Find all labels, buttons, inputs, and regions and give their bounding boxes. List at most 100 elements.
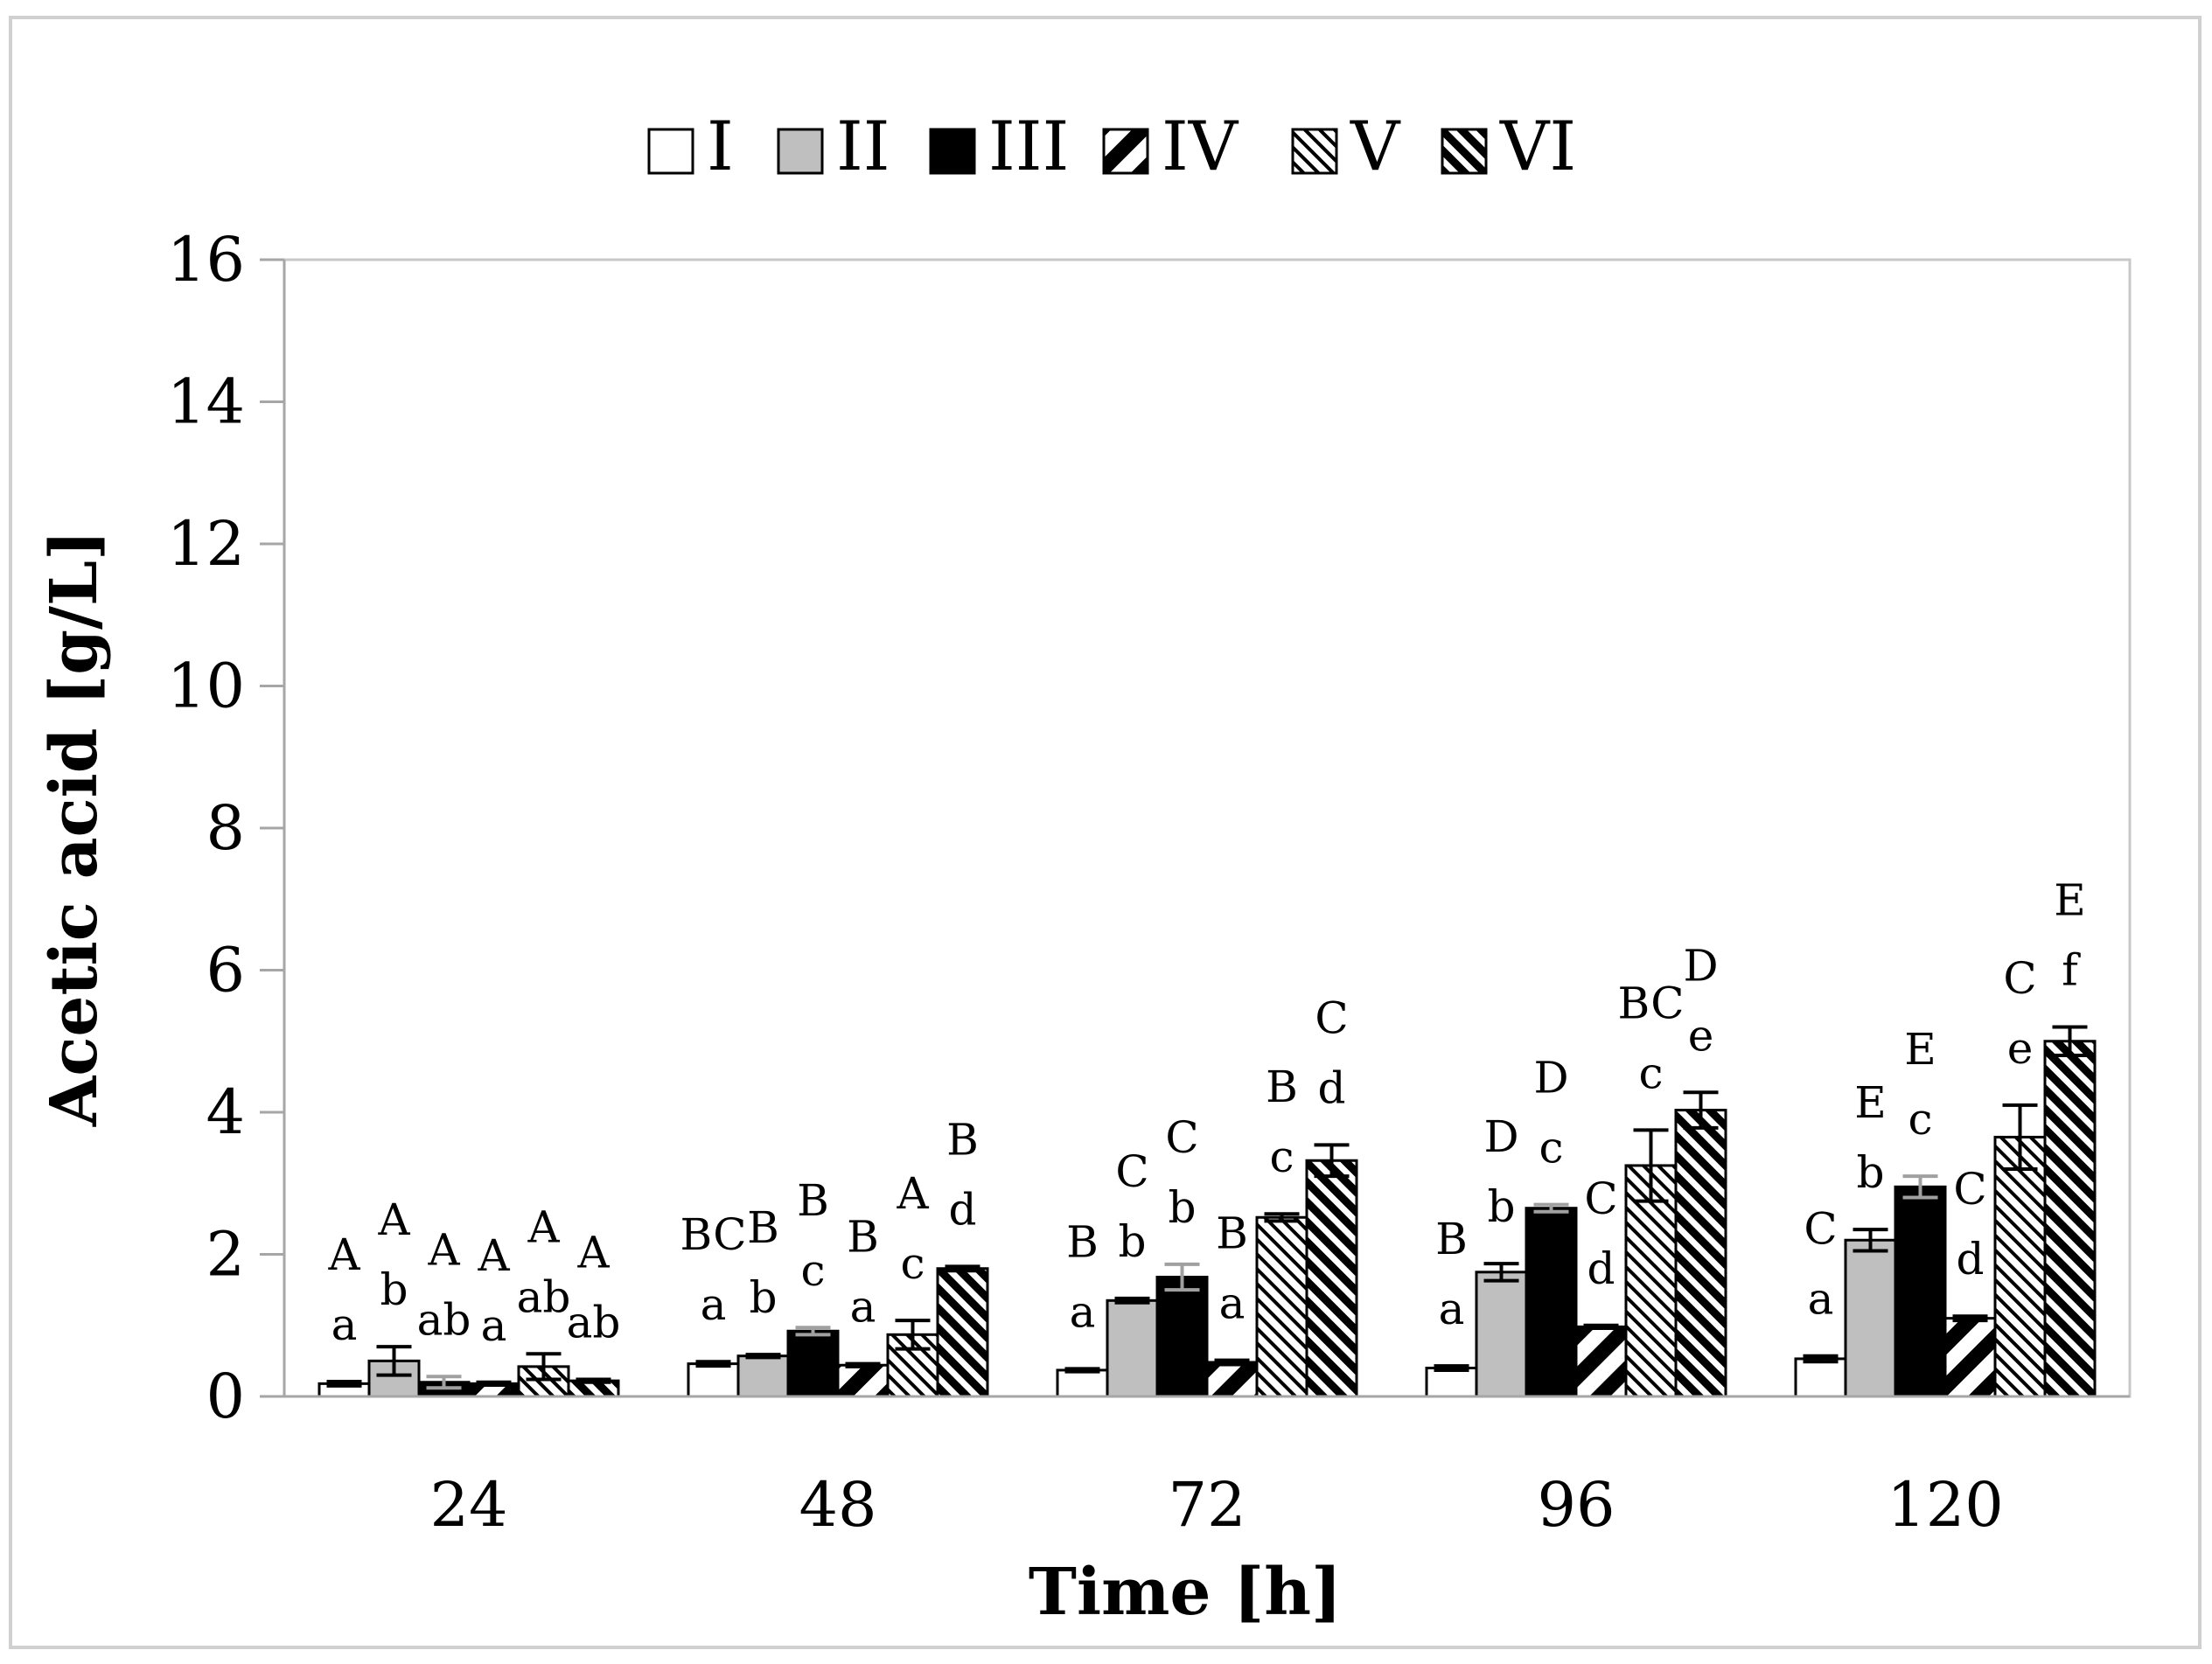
legend-label: IV (1162, 108, 1239, 186)
y-axis: 0 2 4 6 8 10 12 14 16 (167, 224, 286, 1432)
x-tick-label: 96 (1537, 1469, 1615, 1541)
significance-letter-lower: d (1587, 1243, 1615, 1294)
significance-letter-lower: b (1487, 1181, 1515, 1232)
y-tick-label: 6 (206, 935, 245, 1006)
bar (1525, 1207, 1578, 1398)
significance-letter-upper: B (946, 1114, 979, 1165)
bar (1425, 1367, 1478, 1398)
significance-letter-lower: ab (417, 1294, 471, 1345)
significance-letter-lower: c (1539, 1123, 1563, 1173)
significance-letter-upper: D (1483, 1111, 1518, 1162)
significance-letter-upper: B (1216, 1208, 1248, 1259)
legend-label: VI (1499, 108, 1576, 186)
bar (1894, 1185, 1947, 1398)
bar (2043, 1040, 2097, 1398)
significance-letter-upper: A (377, 1194, 410, 1245)
bar (1305, 1159, 1358, 1398)
bar (1943, 1317, 1997, 1398)
significance-letter-upper: B (847, 1212, 879, 1263)
y-tick-label: 10 (167, 651, 245, 722)
significance-letter-lower: b (1118, 1216, 1146, 1267)
bar (1794, 1357, 1847, 1398)
significance-letter-lower: ab (567, 1298, 621, 1348)
bar (1574, 1325, 1628, 1398)
x-tick-label: 24 (429, 1469, 507, 1541)
significance-letter-lower: a (331, 1299, 358, 1350)
bar (786, 1329, 840, 1398)
significance-letter-upper: C (2003, 953, 2036, 1004)
y-tick-label: 14 (167, 366, 245, 438)
significance-letter-lower: c (1638, 1048, 1663, 1098)
significance-letter-upper: D (1683, 940, 1718, 991)
significance-letter-lower: a (1219, 1278, 1246, 1329)
y-tick-label: 8 (206, 792, 245, 864)
significance-letter-lower: e (2007, 1023, 2034, 1074)
bar (1475, 1271, 1528, 1398)
significance-letter-lower: a (850, 1282, 876, 1333)
x-axis-title: Time [h] (1029, 1555, 1342, 1630)
legend-label: I (707, 108, 734, 186)
significance-letter-upper: D (1533, 1053, 1568, 1104)
significance-letter-upper: A (477, 1230, 510, 1281)
significance-letter-upper: A (427, 1224, 460, 1275)
significance-letter-upper: A (576, 1228, 610, 1278)
significance-letter-lower: a (481, 1300, 507, 1351)
x-axis: 24 48 72 96 120 (284, 1395, 2130, 1541)
significance-letter-upper: E (1904, 1024, 1936, 1075)
significance-letter-lower: ab (517, 1271, 571, 1322)
bar (1205, 1361, 1259, 1398)
legend-swatch (929, 128, 976, 175)
significance-letter-upper: A (896, 1168, 929, 1219)
significance-letter-lower: d (1956, 1234, 1984, 1285)
significance-letter-lower: b (380, 1264, 408, 1315)
x-tick-label: 48 (799, 1469, 876, 1541)
legend-label: III (988, 108, 1069, 186)
y-tick-label: 2 (206, 1219, 245, 1291)
legend-swatch (1441, 128, 1488, 175)
significance-letter-upper: C (1115, 1146, 1148, 1197)
legend-swatch (777, 128, 824, 175)
significance-letter-lower: c (800, 1245, 825, 1296)
legend-label: II (836, 108, 890, 186)
bar (1106, 1298, 1159, 1398)
bar (1674, 1109, 1727, 1398)
significance-letter-lower: b (749, 1272, 777, 1323)
significance-letter-lower: d (948, 1184, 976, 1235)
significance-letter-lower: a (1439, 1284, 1465, 1334)
significance-letter-upper: B (1266, 1062, 1298, 1112)
bar (687, 1362, 740, 1398)
legend-label: V (1350, 108, 1401, 186)
y-tick-label: 4 (206, 1076, 245, 1148)
y-tick-label: 16 (167, 224, 245, 296)
x-tick-label: 120 (1887, 1469, 2004, 1541)
significance-letter-lower: e (1688, 1010, 1714, 1061)
significance-letter-upper: B (797, 1175, 829, 1226)
significance-letter-lower: b (1168, 1182, 1196, 1233)
significance-letter-upper: B (1066, 1216, 1099, 1267)
bar (936, 1267, 989, 1398)
significance-letter-lower: d (1317, 1062, 1345, 1113)
chart-frame (9, 16, 2202, 1649)
significance-letter-upper: C (1165, 1112, 1198, 1163)
legend-swatch (1291, 128, 1338, 175)
y-tick-label: 0 (206, 1361, 245, 1432)
significance-letter-lower: c (1908, 1094, 1932, 1145)
significance-letter-upper: B (1435, 1214, 1468, 1264)
significance-letter-upper: BC (1618, 978, 1685, 1028)
legend-swatch (647, 128, 694, 175)
significance-letter-lower: a (1070, 1286, 1096, 1337)
legend: I II III IV V VI (647, 108, 1576, 186)
significance-letter-upper: B (747, 1202, 779, 1253)
significance-letter-upper: E (2054, 875, 2086, 926)
bar (836, 1363, 890, 1398)
significance-letter-lower: a (1808, 1274, 1834, 1325)
significance-letter-upper: BC (680, 1209, 747, 1260)
significance-letter-upper: C (1953, 1164, 1986, 1215)
y-axis-title: Acetic acid [g/L] (37, 530, 112, 1127)
legend-swatch (1102, 128, 1149, 175)
y-tick-label: 12 (167, 508, 245, 580)
significance-letter-lower: b (1856, 1147, 1884, 1198)
